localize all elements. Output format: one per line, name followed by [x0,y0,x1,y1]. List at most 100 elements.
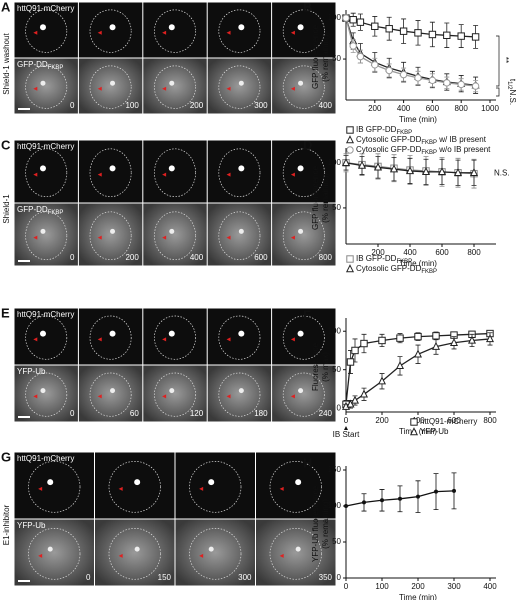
inclusion-body [168,330,175,337]
time-label: 120 [190,409,204,418]
inclusion-body [295,479,302,486]
inclusion-body [109,330,116,337]
marker [396,334,404,342]
side-label: Shield-1 [2,194,11,224]
micrograph [78,2,143,58]
channel-label-part: httQ91-mCherry [17,4,74,13]
arrowhead [226,235,231,240]
marker [389,164,399,173]
time-label: 400 [319,101,333,110]
marker [471,33,480,41]
y-tick-label: 100 [328,158,342,167]
y-axis-label: (% max) [321,352,330,382]
channel-label: YFP-Ub [17,521,46,530]
arrowhead [33,394,38,399]
marker [362,500,366,505]
channel-label-part: httQ91-mCherry [17,310,74,319]
bracket [496,35,500,87]
x-tick-label: 600 [426,104,440,113]
x-tick-label: 1000 [481,104,499,113]
time-label: 300 [238,573,252,582]
channel-label-part: YFP-Ub [17,521,46,530]
time-label: 0 [70,101,75,110]
cell-outline [25,315,68,360]
micrograph [14,308,78,365]
time-label: 180 [254,409,268,418]
inclusion-body [238,165,245,172]
y-tick-label: 100 [328,326,342,335]
cell-outline [28,461,81,513]
micrograph [207,308,272,365]
y-tick-label: 0 [337,573,342,582]
arrowhead [97,86,102,91]
legend-label-part: FKBP [421,140,437,146]
inclusion-body [40,80,46,86]
channel-label-part: httQ91-mCherry [17,142,74,151]
micrograph [14,365,78,422]
cell-outline [108,461,161,513]
arrowhead [279,486,284,491]
micrograph [95,519,175,586]
series-line [345,17,476,38]
y-axis-label: GFP fluorescence [311,25,320,89]
panel-letter: G [1,449,11,464]
marker [398,496,402,501]
channel-label: YFP-Ub [17,367,46,376]
annotation: IB Start [333,430,360,439]
micrograph [272,2,336,58]
channel-label: httQ91-mCherry [17,454,74,463]
x-tick-label: 400 [397,104,411,113]
arrowhead [162,172,167,177]
y-tick-label: 50 [332,54,341,63]
cell-outline [28,528,81,580]
channel-label-part: YFP-Ub [17,367,46,376]
y-tick-label: 100 [328,501,342,510]
annotation-part: N.S. [494,169,510,178]
y-tick-label: 50 [332,537,341,546]
marker [351,346,359,355]
cell-outline [154,148,196,198]
y-tick-label: 50 [332,203,341,212]
inclusion-body [168,24,175,31]
marker [345,264,355,273]
micrograph [143,203,207,266]
x-tick-label: 300 [447,582,461,591]
marker [371,61,379,69]
cell-outline [218,65,261,109]
inclusion-body [134,479,141,486]
panel-letter: C [1,137,11,152]
y-axis-label: GFP fluorescence [311,166,320,230]
y-axis-label: (% remaining) [321,173,330,223]
time-label: 350 [319,573,333,582]
panel-letter: E [1,305,10,320]
micrograph [14,58,78,114]
bracket [496,87,500,97]
arrowhead [162,86,167,91]
cell-outline [25,65,68,109]
inclusion-body [297,165,304,172]
inclusion-body [47,479,54,486]
micrograph [95,452,175,519]
series-line [345,17,476,86]
annotation: t1/2N.S. [506,79,516,105]
x-tick-label: 100 [375,582,389,591]
annotation-part: N.S. [508,90,517,106]
marker [469,167,479,176]
inclusion-body [40,388,46,394]
legend-label: IB GFP-DDFKBP [356,125,412,135]
marker [350,395,360,404]
time-label: 800 [319,253,333,262]
marker [395,361,405,370]
legend-label: Cytosolic GFP-DDFKBP w/ IB present [356,135,487,145]
x-tick-label: 200 [371,248,385,257]
marker [359,389,369,398]
arrowhead [162,30,167,35]
micrograph [143,308,207,365]
marker [467,335,477,344]
micrograph [143,365,207,422]
marker [428,76,437,85]
micrograph [143,2,207,58]
micrograph [14,519,94,586]
x-tick-label: 400 [483,582,497,591]
side-label: E1-inhibitor [2,504,11,545]
